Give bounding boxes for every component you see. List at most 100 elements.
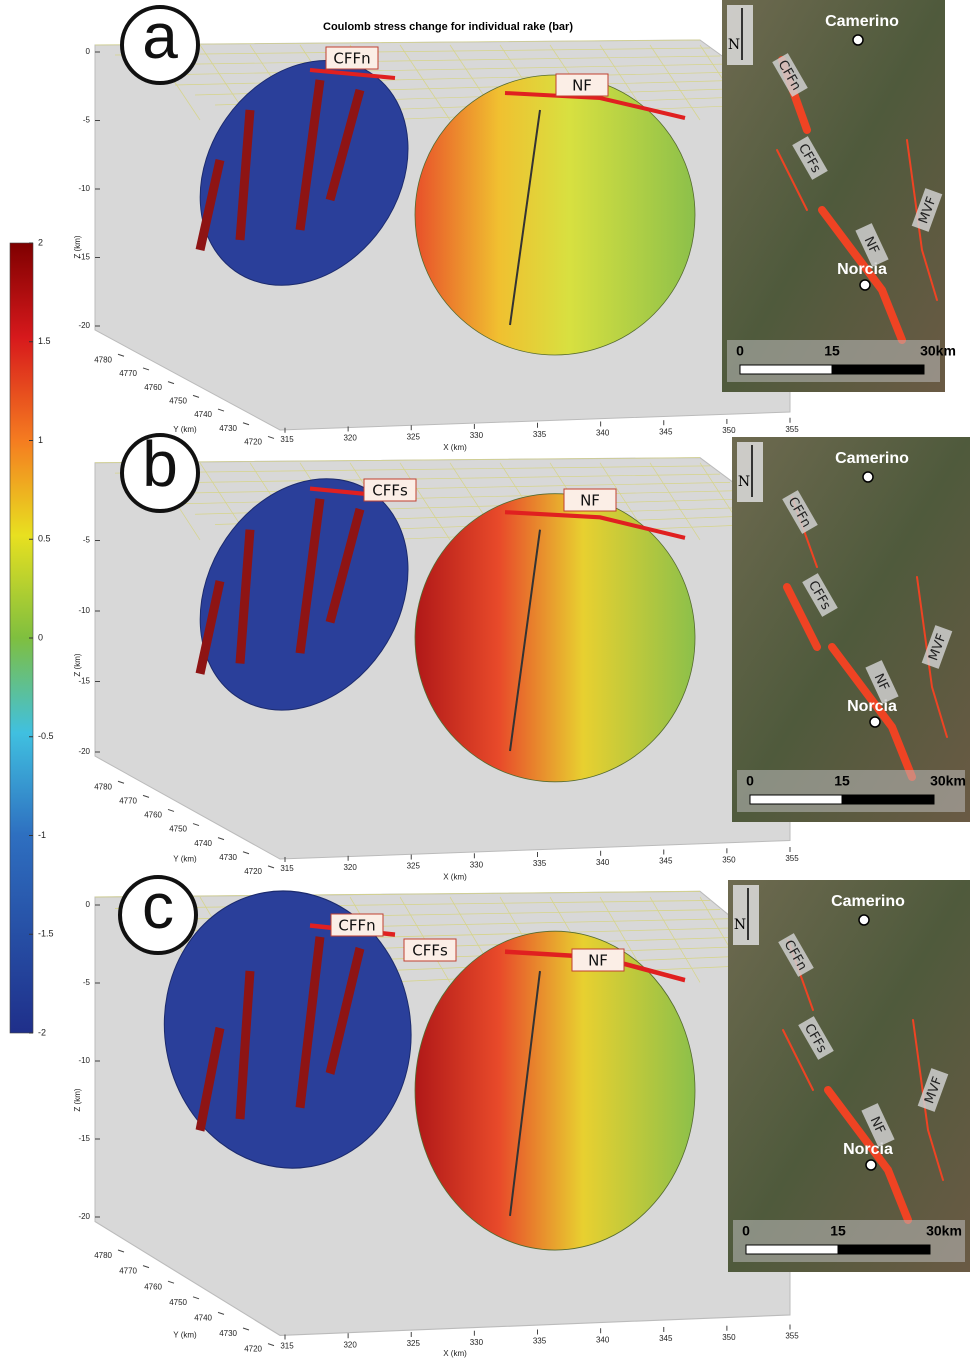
y-tick-label: 4720 bbox=[244, 438, 262, 447]
x-tick-label: 315 bbox=[280, 864, 294, 873]
colorbar-tick-label: 2 bbox=[38, 237, 43, 247]
fault-label: CFFs bbox=[372, 482, 408, 500]
y-tick bbox=[168, 382, 174, 384]
y-tick-label: 4750 bbox=[169, 1298, 187, 1307]
z-tick-label: -10 bbox=[78, 606, 90, 615]
panel-label: b bbox=[142, 428, 178, 500]
x-tick-label: 350 bbox=[722, 1333, 736, 1342]
y-tick bbox=[243, 423, 249, 425]
colorbar-tick-label: -1.5 bbox=[38, 929, 54, 939]
north-box bbox=[733, 885, 759, 945]
fault-label: NF bbox=[580, 492, 600, 510]
y-tick-label: 4770 bbox=[119, 796, 137, 805]
scale-label: 30km bbox=[926, 1223, 962, 1239]
fault-label: CFFn bbox=[338, 917, 375, 935]
x-tick-label: 330 bbox=[470, 1338, 484, 1347]
scale-bar bbox=[746, 1245, 838, 1254]
fault-label: NF bbox=[588, 952, 608, 970]
y-tick-label: 4740 bbox=[194, 410, 212, 419]
z-axis-title: Z (km) bbox=[73, 1088, 82, 1111]
plot-3d bbox=[95, 836, 790, 1335]
panel-label: c bbox=[142, 870, 174, 942]
scale-label: 0 bbox=[746, 773, 754, 789]
x-tick-label: 325 bbox=[407, 432, 421, 441]
y-tick-label: 4760 bbox=[144, 811, 162, 820]
north-label: N bbox=[734, 917, 746, 933]
place-marker bbox=[866, 1160, 876, 1170]
scale-label: 15 bbox=[824, 343, 840, 359]
x-tick-label: 345 bbox=[659, 1334, 673, 1343]
z-tick-label: 0 bbox=[86, 900, 91, 909]
colorbar-tick-label: -0.5 bbox=[38, 731, 54, 741]
y-tick bbox=[143, 368, 149, 370]
z-tick-label: -20 bbox=[78, 321, 90, 330]
y-tick-label: 4720 bbox=[244, 867, 262, 876]
fault-label: CFFn bbox=[333, 50, 370, 68]
place-name: Norcia bbox=[843, 1141, 893, 1158]
north-box bbox=[727, 5, 753, 65]
scale-label: 15 bbox=[830, 1223, 846, 1239]
figure: Coulomb stress change for individual rak… bbox=[0, 0, 970, 1360]
y-tick-label: 4740 bbox=[194, 1314, 212, 1323]
x-tick-label: 345 bbox=[659, 857, 673, 866]
y-tick bbox=[118, 781, 124, 783]
x-tick-label: 315 bbox=[280, 435, 294, 444]
scale-bar bbox=[842, 795, 934, 804]
scale-bar bbox=[740, 365, 832, 374]
x-tick-label: 325 bbox=[407, 862, 421, 871]
y-tick-label: 4730 bbox=[219, 424, 237, 433]
panel-label: a bbox=[142, 0, 178, 72]
y-tick-label: 4780 bbox=[94, 782, 112, 791]
x-tick-label: 340 bbox=[596, 1335, 610, 1344]
x-tick-label: 355 bbox=[785, 425, 799, 434]
y-tick-label: 4760 bbox=[144, 1282, 162, 1291]
colorbar-tick-label: -2 bbox=[38, 1027, 46, 1037]
y-tick bbox=[243, 1328, 249, 1330]
north-label: N bbox=[728, 37, 740, 53]
z-tick-label: -5 bbox=[83, 978, 91, 987]
y-tick bbox=[268, 1344, 274, 1346]
x-tick-label: 320 bbox=[343, 1340, 357, 1349]
x-tick-label: 330 bbox=[470, 860, 484, 869]
colorbar-tick-label: 1.5 bbox=[38, 336, 51, 346]
y-tick bbox=[268, 436, 274, 438]
fault-label: CFFs bbox=[412, 942, 448, 960]
scale-bar bbox=[838, 1245, 930, 1254]
scale-bar bbox=[832, 365, 924, 374]
y-tick bbox=[193, 1297, 199, 1299]
place-name: Camerino bbox=[831, 893, 905, 910]
y-tick-label: 4770 bbox=[119, 1267, 137, 1276]
y-tick bbox=[118, 354, 124, 356]
x-tick-label: 320 bbox=[343, 863, 357, 872]
y-tick-label: 4780 bbox=[94, 1251, 112, 1260]
colorbar-tick-label: 0 bbox=[38, 632, 43, 642]
plot-3d bbox=[95, 437, 790, 859]
y-tick bbox=[118, 1250, 124, 1252]
plot-3d bbox=[95, 20, 790, 430]
z-axis-title: Z (km) bbox=[73, 235, 82, 258]
x-tick-label: 315 bbox=[280, 1342, 294, 1351]
y-tick bbox=[193, 824, 199, 826]
y-tick bbox=[193, 395, 199, 397]
y-tick-label: 4760 bbox=[144, 383, 162, 392]
place-marker bbox=[870, 717, 880, 727]
place-marker bbox=[860, 280, 870, 290]
y-tick-label: 4740 bbox=[194, 839, 212, 848]
z-tick-label: -15 bbox=[78, 1134, 90, 1143]
y-tick-label: 4770 bbox=[119, 369, 137, 378]
scale-bar bbox=[750, 795, 842, 804]
y-axis-title: Y (km) bbox=[173, 854, 197, 863]
z-tick-label: -5 bbox=[83, 116, 91, 125]
z-tick-label: -10 bbox=[78, 1056, 90, 1065]
y-tick-label: 4730 bbox=[219, 1329, 237, 1338]
x-tick-label: 330 bbox=[470, 431, 484, 440]
place-marker bbox=[859, 915, 869, 925]
x-tick-label: 340 bbox=[596, 429, 610, 438]
x-axis-title: X (km) bbox=[443, 1349, 467, 1358]
place-name: Norcia bbox=[847, 698, 897, 715]
z-tick-label: -10 bbox=[78, 184, 90, 193]
place-name: Norcia bbox=[837, 261, 887, 278]
north-box bbox=[737, 442, 763, 502]
x-tick-label: 355 bbox=[785, 854, 799, 863]
north-label: N bbox=[738, 474, 750, 490]
